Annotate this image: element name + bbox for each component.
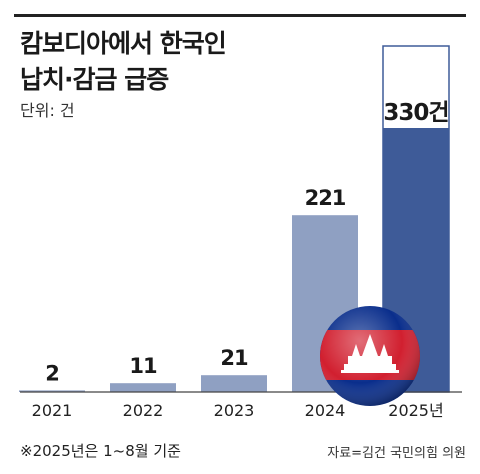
value-label-2022: 11 (129, 354, 157, 378)
source-credit: 자료=김건 국민의힘 의원 (327, 446, 466, 461)
bar-chart: 2 2021 11 2022 21 2023 221 2024 330건 2025년 (19, 45, 462, 420)
bar-2021 (19, 390, 85, 392)
bar-2023 (201, 375, 267, 392)
value-label-2024: 221 (305, 186, 346, 210)
x-tick-2024: 2024 (305, 401, 346, 420)
x-tick-2022: 2022 (123, 401, 164, 420)
x-tick-2025년: 2025년 (388, 401, 443, 420)
chart-title-line2: 납치·감금 급증 (20, 65, 169, 94)
top-rule (14, 14, 466, 17)
footnote: ※2025년은 1~8월 기준 (20, 442, 181, 460)
value-label-2021: 2 (45, 361, 59, 385)
cambodia-flag-ball-icon (320, 306, 420, 406)
bar-2022 (110, 383, 176, 392)
value-label-2023: 21 (220, 346, 248, 370)
unit-label: 단위: 건 (20, 101, 75, 120)
value-label-2025년: 330건 (383, 100, 448, 126)
x-tick-2023: 2023 (214, 401, 255, 420)
x-tick-2021: 2021 (32, 401, 73, 420)
chart-title-line1: 캄보디아에서 한국인 (20, 29, 227, 58)
